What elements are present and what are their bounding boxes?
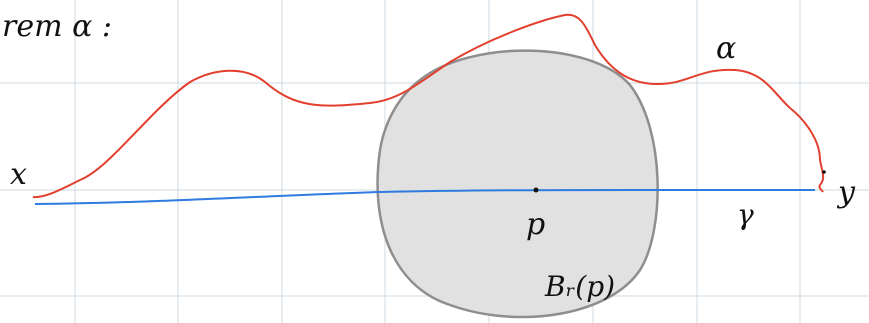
curve-gamma-label: γ: [737, 198, 754, 231]
ball-region: [376, 49, 659, 319]
ball-label: Bᵣ(p): [544, 270, 615, 303]
curve-gamma: [34, 188, 815, 205]
curve-alpha: [32, 13, 825, 199]
heading-label: rem α :: [2, 9, 112, 44]
point-p-dot: [533, 187, 539, 193]
point-y-label: y: [836, 175, 856, 210]
point-y-dot: [822, 170, 826, 174]
point-p-label: p: [526, 207, 545, 242]
point-x-label: x: [10, 157, 27, 192]
curve-alpha-label: α: [716, 31, 736, 66]
